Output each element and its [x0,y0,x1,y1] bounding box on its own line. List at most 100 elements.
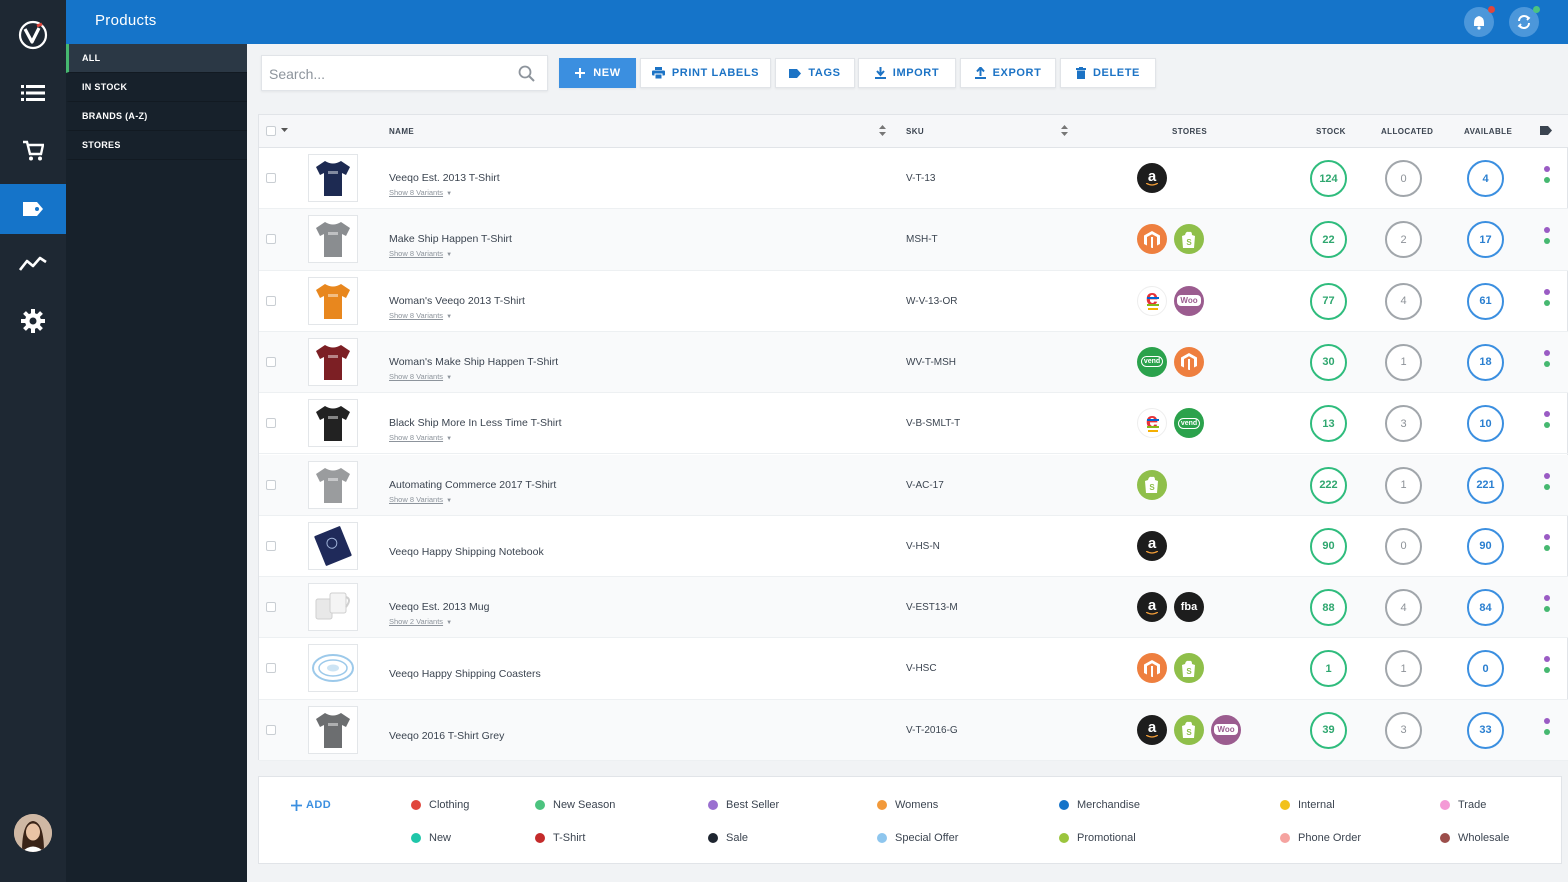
magento-store-icon[interactable] [1137,653,1167,684]
subnav-item-brands[interactable]: BRANDS (A-Z) [66,102,247,131]
product-thumbnail[interactable] [308,521,358,570]
product-name[interactable]: Veeqo Est. 2013 T-Shirt [389,172,500,184]
row-checkbox[interactable] [266,724,276,735]
product-thumbnail[interactable] [308,154,358,202]
woo-store-icon[interactable]: Woo [1174,285,1204,316]
tag-t-shirt[interactable]: T-Shirt [535,832,585,844]
shopify-store-icon[interactable]: S [1174,224,1204,255]
veeqo-logo[interactable] [0,0,66,70]
show-variants-link[interactable]: Show 8 Variants ▼ [389,433,452,442]
import-button[interactable]: IMPORT [858,58,956,88]
product-name[interactable]: Veeqo 2016 T-Shirt Grey [389,729,505,742]
magento-store-icon[interactable] [1174,346,1204,377]
table-row[interactable]: Automating Commerce 2017 T-Shirt Show 8 V… [259,454,1568,516]
notifications-button[interactable] [1464,6,1495,37]
product-name[interactable]: Automating Commerce 2017 T-Shirt [389,478,557,491]
search-icon[interactable] [518,65,535,82]
product-thumbnail[interactable] [308,644,358,693]
product-name[interactable]: Veeqo Est. 2013 Mug [389,601,490,614]
table-row[interactable]: Veeqo 2016 T-Shirt Grey V-T-2016-G a S Woo 39… [259,699,1568,761]
tag-internal[interactable]: Internal [1280,799,1335,811]
sort-icon[interactable] [1061,125,1068,136]
table-row[interactable]: Woman's Make Ship Happen T-Shirt Show 8 V… [259,331,1568,394]
row-checkbox[interactable] [266,234,276,245]
tag-sale[interactable]: Sale [708,832,748,844]
tag-trade[interactable]: Trade [1440,799,1486,811]
table-row[interactable]: Woman's Veeqo 2013 T-Shirt Show 8 Variant… [259,271,1568,332]
shopify-store-icon[interactable]: S [1174,714,1204,745]
row-checkbox[interactable] [266,663,276,674]
tag-icon[interactable] [0,184,66,234]
tag-clothing[interactable]: Clothing [411,799,469,811]
tag-special-offer[interactable]: Special Offer [877,832,958,844]
show-variants-link[interactable]: Show 2 Variants ▼ [389,617,452,626]
vend-store-icon[interactable]: vend [1174,408,1204,439]
table-row[interactable]: Black Ship More In Less Time T-Shirt Show… [259,393,1568,455]
tag-best-seller[interactable]: Best Seller [708,799,779,811]
product-name[interactable]: Black Ship More In Less Time T-Shirt [389,417,562,430]
cart-icon[interactable] [0,126,66,176]
product-thumbnail[interactable] [308,399,358,448]
tag-new[interactable]: New [411,832,451,844]
print-labels-button[interactable]: PRINT LABELS [640,58,771,88]
amazon-store-icon[interactable]: a [1137,163,1167,193]
search-input[interactable] [269,64,509,84]
row-checkbox[interactable] [266,356,276,367]
product-thumbnail[interactable] [308,276,358,325]
product-name[interactable]: Woman's Make Ship Happen T-Shirt [389,355,559,368]
subnav-item-in-stock[interactable]: IN STOCK [66,73,247,102]
table-row[interactable]: Veeqo Happy Shipping Notebook V-HS-N a 90 0 9… [259,516,1568,578]
user-avatar[interactable] [14,814,52,852]
product-name[interactable]: Woman's Veeqo 2013 T-Shirt [389,294,525,307]
product-thumbnail[interactable] [308,460,358,509]
show-variants-link[interactable]: Show 8 Variants ▼ [389,495,452,504]
row-checkbox[interactable] [266,602,276,613]
new-button[interactable]: NEW [559,58,636,88]
shopify-store-icon[interactable]: S [1174,653,1204,684]
export-button[interactable]: EXPORT [960,58,1056,88]
ebay-store-icon[interactable]: e [1137,285,1167,316]
subnav-item-all[interactable]: ALL [66,44,247,73]
subnav-item-stores[interactable]: STORES [66,131,247,160]
add-tag-button[interactable]: ADD [291,799,331,811]
row-checkbox[interactable] [266,173,276,183]
show-variants-link[interactable]: Show 8 Variants ▼ [389,311,452,320]
tag-phone-order[interactable]: Phone Order [1280,832,1361,844]
amazon-store-icon[interactable]: a [1137,592,1167,623]
woo-store-icon[interactable]: Woo [1211,714,1241,745]
product-thumbnail[interactable] [308,337,358,386]
show-variants-link[interactable]: Show 8 Variants ▼ [389,249,452,258]
column-header-name[interactable]: NAME [389,127,415,136]
amazon-store-icon[interactable]: a [1137,530,1167,561]
tags-button[interactable]: TAGS [775,58,855,88]
chevron-down-icon[interactable] [281,128,288,133]
tag-wholesale[interactable]: Wholesale [1440,832,1509,844]
row-checkbox[interactable] [266,295,276,306]
vend-store-icon[interactable]: vend [1137,346,1167,377]
column-header-sku[interactable]: SKU [906,127,925,136]
product-name[interactable]: Veeqo Happy Shipping Notebook [389,545,544,558]
show-variants-link[interactable]: Show 8 Variants ▼ [389,372,452,381]
product-thumbnail[interactable] [308,215,358,264]
select-all-checkbox[interactable] [266,126,276,136]
fba-store-icon[interactable]: fba [1174,592,1204,623]
table-row[interactable]: Veeqo Happy Shipping Coasters V-HSC S 1 1 0 [259,638,1568,700]
tag-merchandise[interactable]: Merchandise [1059,799,1140,811]
list-icon[interactable] [0,68,66,118]
table-row[interactable]: Make Ship Happen T-Shirt Show 8 Variants ▼… [259,209,1568,271]
ebay-store-icon[interactable]: e [1137,408,1167,439]
tag-womens[interactable]: Womens [877,799,938,811]
table-row[interactable]: Veeqo Est. 2013 T-Shirt Show 8 Variants ▼ V… [259,148,1568,210]
product-thumbnail[interactable] [308,583,358,632]
magento-store-icon[interactable] [1137,224,1167,255]
amazon-store-icon[interactable]: a [1137,714,1167,745]
shopify-store-icon[interactable]: S [1137,469,1167,500]
row-checkbox[interactable] [266,479,276,490]
row-checkbox[interactable] [266,540,276,551]
tag-new-season[interactable]: New Season [535,799,615,811]
product-name[interactable]: Veeqo Happy Shipping Coasters [389,668,541,681]
delete-button[interactable]: DELETE [1060,58,1156,88]
product-name[interactable]: Make Ship Happen T-Shirt [389,233,512,246]
product-thumbnail[interactable] [308,705,358,754]
row-checkbox[interactable] [266,418,276,429]
